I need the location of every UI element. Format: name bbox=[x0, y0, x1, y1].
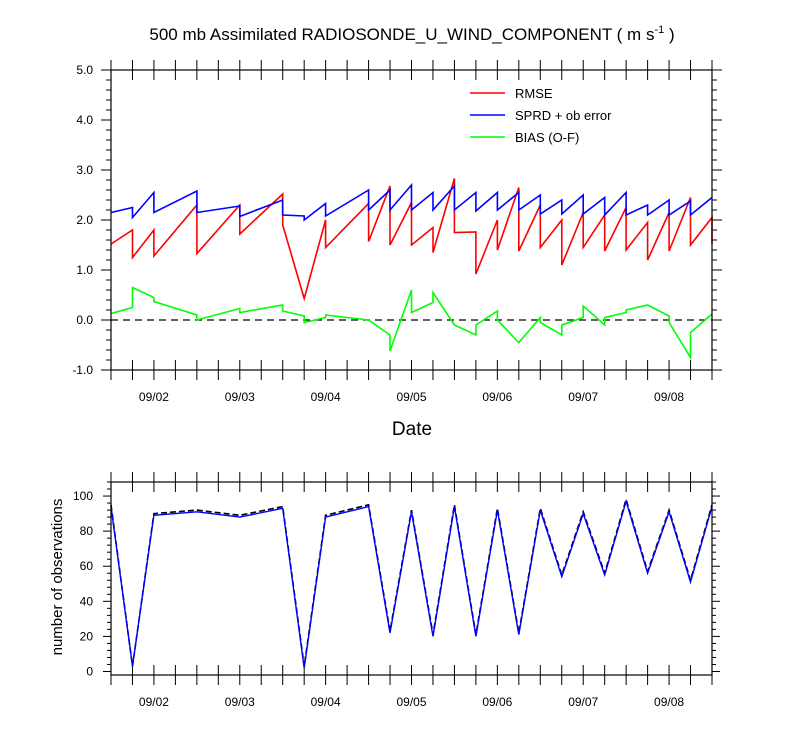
series-line-bias-o-f- bbox=[110, 286, 713, 361]
x-tick-label: 09/02 bbox=[139, 695, 169, 709]
x-tick-label: 09/04 bbox=[311, 390, 341, 404]
top-plot-area bbox=[101, 60, 722, 380]
y-tick-label: 60 bbox=[80, 559, 94, 573]
observations-line-used bbox=[110, 498, 713, 669]
legend-label: SPRD + ob error bbox=[515, 108, 612, 123]
series-line-sprd-ob-error bbox=[110, 182, 713, 222]
x-tick-label: 09/07 bbox=[568, 390, 598, 404]
x-tick-label: 09/03 bbox=[225, 390, 255, 404]
y-tick-label: 4.0 bbox=[76, 113, 93, 127]
top-y-tick-labels: 5.0 4.0 3.0 2.0 1.0 0.0 -1.0 bbox=[72, 63, 93, 377]
y-tick-label: 3.0 bbox=[76, 163, 93, 177]
y-tick-label: 0 bbox=[86, 664, 93, 678]
bottom-plot-frame bbox=[110, 481, 713, 676]
y-tick-label: 1.0 bbox=[76, 263, 93, 277]
y-tick-label: 40 bbox=[80, 594, 94, 608]
y-tick-label: 100 bbox=[73, 489, 93, 503]
x-tick-label: 09/07 bbox=[568, 695, 598, 709]
bottom-y-tick-labels: 100 80 60 40 20 0 bbox=[73, 489, 93, 678]
bottom-plot-area bbox=[103, 472, 720, 685]
observations-line-possible bbox=[110, 496, 713, 667]
y-axis-label-observations: number of observations bbox=[49, 499, 66, 656]
x-tick-label: 09/04 bbox=[311, 695, 341, 709]
top-plot-frame bbox=[110, 69, 713, 371]
x-tick-label: 09/03 bbox=[225, 695, 255, 709]
y-tick-label: 0.0 bbox=[76, 313, 93, 327]
y-tick-label: 20 bbox=[80, 629, 94, 643]
y-tick-label: 2.0 bbox=[76, 213, 93, 227]
x-tick-label: 09/02 bbox=[139, 390, 169, 404]
bottom-x-tick-labels: 09/02 09/03 09/04 09/05 09/06 09/07 09/08 bbox=[139, 695, 684, 709]
legend-label: RMSE bbox=[515, 86, 553, 101]
chart-title: 500 mb Assimilated RADIOSONDE_U_WIND_COM… bbox=[149, 24, 674, 44]
legend-label: BIAS (O-F) bbox=[515, 130, 579, 145]
series-line-rmse bbox=[110, 178, 713, 302]
y-tick-label: 80 bbox=[80, 524, 94, 538]
legend: RMSE SPRD + ob error BIAS (O-F) bbox=[470, 86, 612, 145]
top-x-tick-labels: 09/02 09/03 09/04 09/05 09/06 09/07 09/08 bbox=[139, 390, 684, 404]
y-tick-label: 5.0 bbox=[76, 63, 93, 77]
x-tick-label: 09/05 bbox=[396, 695, 426, 709]
x-tick-label: 09/08 bbox=[654, 695, 684, 709]
x-tick-label: 09/08 bbox=[654, 390, 684, 404]
y-tick-label: -1.0 bbox=[72, 363, 93, 377]
x-tick-label: 09/05 bbox=[396, 390, 426, 404]
x-tick-label: 09/06 bbox=[482, 695, 512, 709]
x-axis-label: Date bbox=[392, 419, 432, 440]
x-tick-label: 09/06 bbox=[482, 390, 512, 404]
